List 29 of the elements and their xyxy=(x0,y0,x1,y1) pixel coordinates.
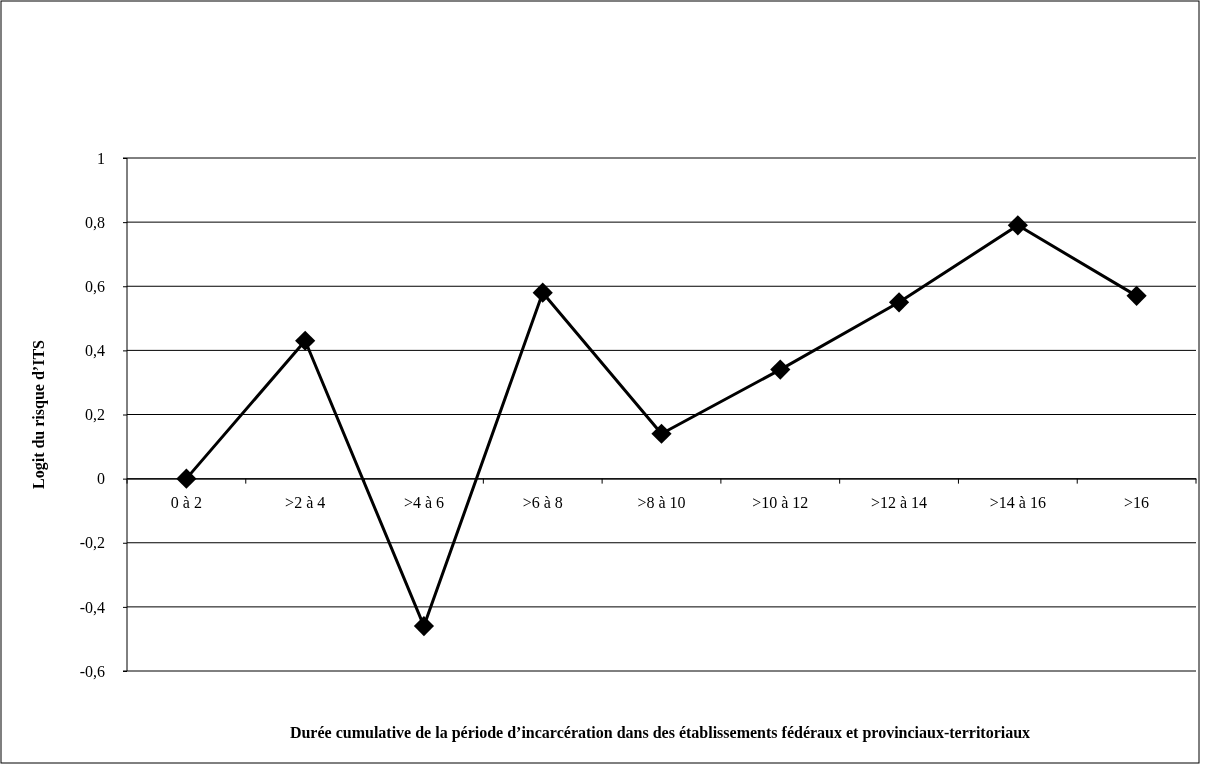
y-tick-label: 1 xyxy=(97,149,105,167)
point xyxy=(1126,285,1147,306)
point xyxy=(1007,215,1028,236)
point xyxy=(770,359,791,380)
x-tick-label: >6 à 8 xyxy=(522,493,563,511)
x-tick-label: >16 xyxy=(1124,493,1150,511)
y-tick-label: -0,4 xyxy=(79,598,105,616)
x-tick-label: 0 à 2 xyxy=(170,493,202,511)
y-tick-label: 0,8 xyxy=(85,213,105,231)
point xyxy=(295,330,316,351)
point xyxy=(532,282,553,303)
x-axis-title: Durée cumulative de la période d’incarcération dans des établissements fédéraux et provinciaux-territoriaux xyxy=(289,724,1031,742)
y-tick-label: -0,2 xyxy=(79,534,105,552)
point xyxy=(413,616,435,637)
point xyxy=(176,468,197,489)
y-tick-label: 0,2 xyxy=(85,406,105,424)
point xyxy=(651,423,672,444)
y-tick-label: 0 xyxy=(97,470,105,488)
x-tick-label: >4 à 6 xyxy=(403,493,445,511)
point xyxy=(888,292,910,313)
x-tick-label: >8 à 10 xyxy=(637,493,686,511)
y-tick-label: 0,6 xyxy=(85,277,105,295)
x-tick-label: >2 à 4 xyxy=(285,493,326,511)
y-tick-label: 0,4 xyxy=(85,341,105,359)
x-tick-label: >14 à 16 xyxy=(989,493,1046,511)
y-axis-title: Logit du risque d’ITS xyxy=(30,339,48,489)
x-tick-label: >12 à 14 xyxy=(870,493,928,511)
y-tick-label: -0,6 xyxy=(79,662,105,680)
x-tick-label: >10 à 12 xyxy=(752,493,809,511)
